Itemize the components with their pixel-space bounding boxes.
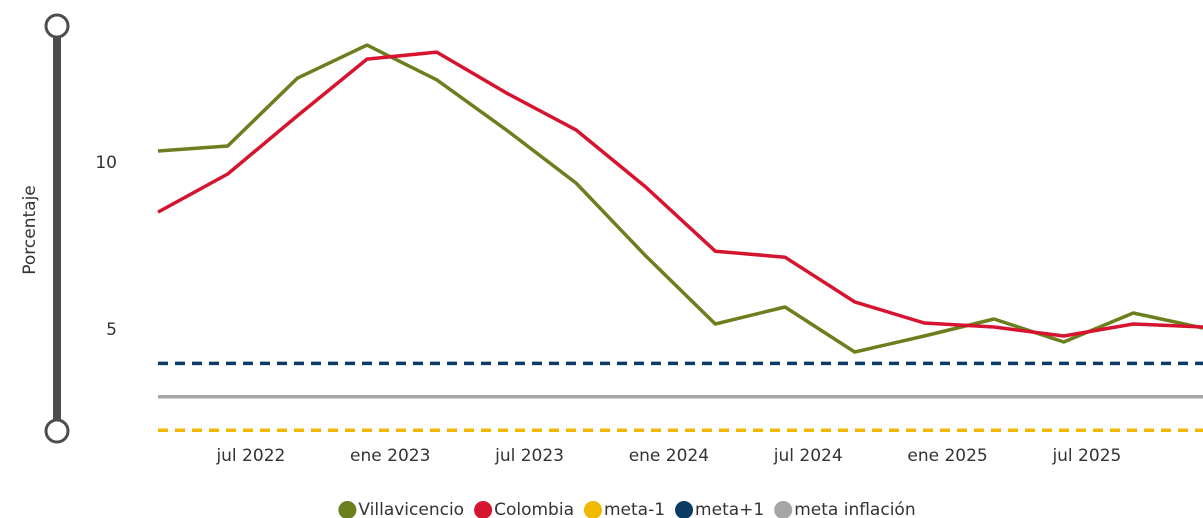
- x-tick-label: jul 2022: [215, 446, 285, 466]
- axis-cap: [44, 13, 70, 39]
- legend-label: meta+1: [695, 500, 764, 518]
- x-tick-label: jul 2024: [773, 446, 843, 466]
- axis-cap: [44, 418, 70, 444]
- series-line: [157, 50, 1203, 338]
- legend-label: meta-1: [604, 500, 665, 518]
- legend-marker: [774, 501, 793, 518]
- legend-marker: [474, 501, 493, 518]
- legend-marker: [338, 501, 357, 518]
- legend-label: Colombia: [494, 500, 574, 518]
- legend-label: Villavicencio: [358, 500, 464, 518]
- y-tick-label: 10: [95, 153, 117, 173]
- x-tick-label: jul 2025: [1051, 446, 1121, 466]
- y-tick-label: 5: [106, 320, 117, 340]
- x-tick-label: jul 2023: [494, 446, 564, 466]
- legend-marker: [675, 501, 694, 518]
- legend-marker: [583, 501, 602, 518]
- x-tick-label: ene 2025: [907, 446, 987, 466]
- legend-label: meta inflación: [794, 500, 915, 518]
- x-tick-label: ene 2024: [629, 446, 709, 466]
- x-tick-label: ene 2023: [350, 446, 430, 466]
- y-axis-label: Porcentaje: [20, 185, 40, 275]
- series-line: [157, 43, 1203, 354]
